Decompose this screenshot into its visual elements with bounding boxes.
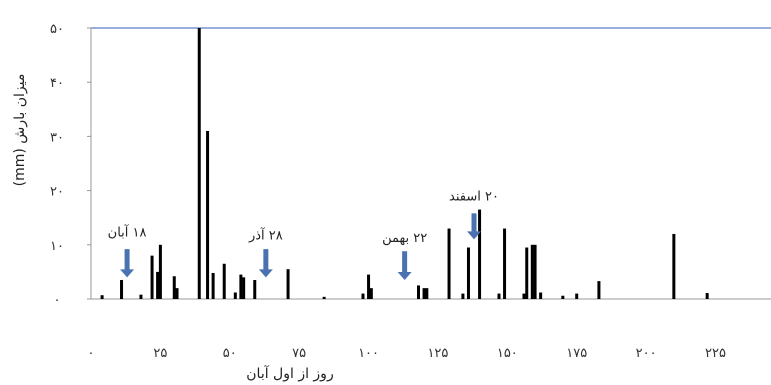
x-tick-label: ۱۷۵ — [566, 346, 587, 361]
bar — [503, 228, 507, 299]
y-axis-title: میزان بارش (mm) — [12, 74, 28, 187]
bar — [172, 276, 176, 299]
bar — [233, 292, 237, 299]
bar — [417, 285, 421, 299]
bar — [522, 293, 526, 299]
x-tick-label: ۱۵۰ — [497, 346, 518, 361]
bar — [367, 274, 371, 299]
bar — [222, 263, 226, 299]
bar — [466, 247, 470, 299]
bar — [239, 274, 243, 299]
x-tick-label: ۲۵ — [153, 346, 167, 361]
bar — [150, 255, 154, 299]
y-tick-labels: ۰ ۱۰ ۲۰ ۳۰ ۴۰ ۵۰ — [50, 22, 91, 308]
x-tick-labels: ۰ ۲۵ ۵۰ ۷۵ ۱۰۰ ۱۲۵ ۱۵۰ ۱۷۵ ۲۰۰ ۲۲۵ — [88, 346, 726, 361]
x-tick-label: ۱۲۵ — [427, 346, 448, 361]
bar — [211, 272, 215, 299]
annotation-label: ۱۸ آبان — [108, 224, 147, 241]
y-tick-label: ۱۰ — [50, 239, 64, 254]
x-tick-label: ۵۰ — [223, 346, 237, 361]
bar — [120, 280, 124, 299]
bar — [100, 295, 104, 299]
bar — [253, 280, 257, 299]
bar — [597, 281, 601, 299]
bar — [530, 244, 534, 299]
bar — [422, 288, 426, 299]
bar — [672, 233, 676, 299]
annotation-label: ۲۸ آذر — [248, 226, 283, 243]
x-tick-label: ۲۲۵ — [705, 346, 726, 361]
x-tick-label: ۷۵ — [292, 346, 306, 361]
bar — [539, 292, 543, 299]
bar — [533, 244, 537, 299]
annotation-arrow — [258, 249, 273, 278]
x-tick-label: ۰ — [88, 346, 95, 361]
annotation-arrow — [120, 249, 135, 278]
bar — [197, 28, 201, 299]
x-tick-label: ۱۰۰ — [358, 346, 379, 361]
y-tick-label: ۳۰ — [50, 130, 64, 145]
bar — [461, 293, 465, 299]
bar — [525, 247, 529, 299]
y-tick-label: ۴۰ — [50, 76, 64, 91]
y-tick-label: ۲۰ — [50, 185, 64, 200]
annotation-label: ۲۲ بهمن — [382, 231, 427, 246]
bar — [497, 293, 501, 299]
y-tick-label: ۰ — [54, 293, 61, 308]
bar — [478, 209, 482, 299]
bar — [361, 293, 365, 299]
annotation-label: ۲۰ اسفند — [449, 189, 499, 204]
bar — [425, 288, 429, 299]
bar — [206, 130, 210, 299]
annotation-arrow — [467, 213, 482, 240]
annotation-arrow — [397, 251, 412, 281]
bar — [561, 295, 565, 299]
bar — [175, 288, 179, 299]
bar — [369, 288, 373, 299]
bar — [286, 269, 290, 299]
bar-series — [100, 28, 709, 299]
x-axis-title: روز از اول آبان — [246, 365, 333, 382]
bar — [575, 293, 579, 299]
bar — [139, 294, 143, 299]
y-tick-label: ۵۰ — [50, 22, 64, 37]
bar — [158, 244, 162, 299]
bar — [322, 296, 326, 299]
bar — [705, 293, 709, 299]
bar — [156, 271, 160, 299]
bar — [447, 228, 451, 299]
annotations: ۱۸ آبان ۲۸ آذر ۲۲ بهمن ۲۰ اسفند — [108, 189, 499, 281]
bar — [242, 277, 246, 299]
x-tick-label: ۲۰۰ — [636, 346, 657, 361]
